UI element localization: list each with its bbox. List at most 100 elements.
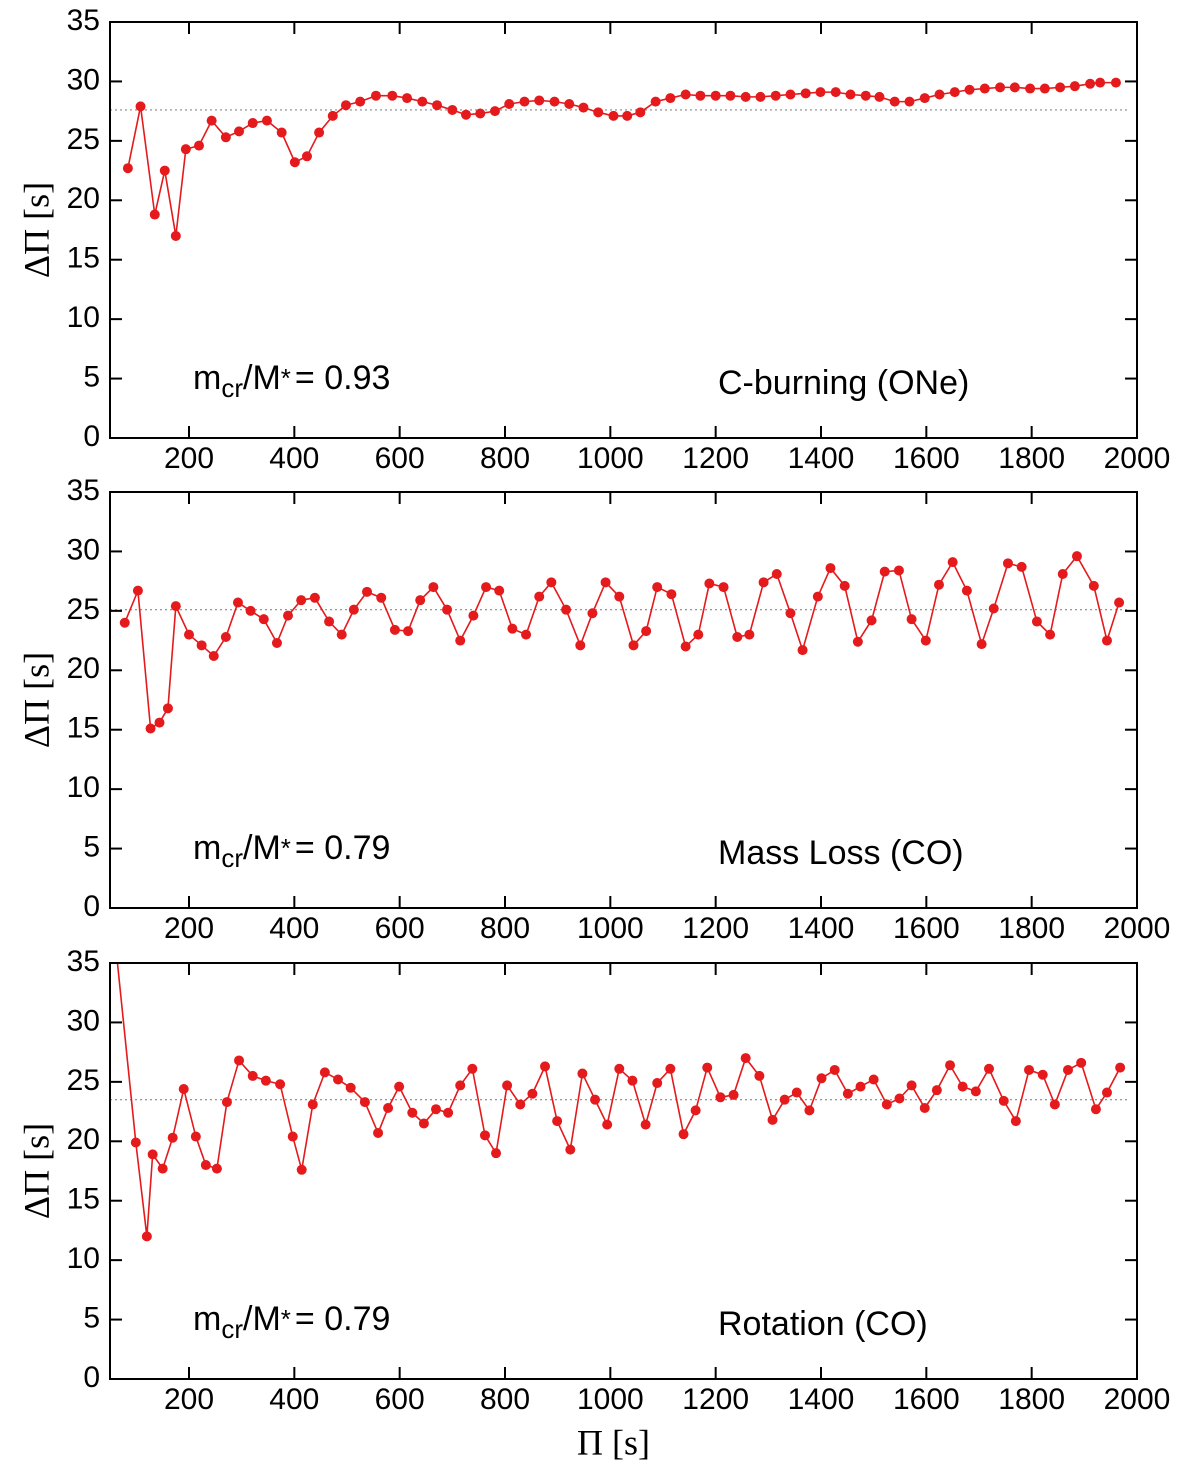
data-point <box>830 87 841 98</box>
data-point <box>327 110 338 121</box>
data-point <box>373 1127 384 1138</box>
annotation-part: cr <box>221 843 243 873</box>
data-point <box>812 591 823 602</box>
y-tick-label: 35 <box>67 4 100 37</box>
data-point <box>1016 561 1027 572</box>
data-point <box>519 96 530 107</box>
data-point <box>995 82 1006 93</box>
data-point <box>296 1164 307 1175</box>
data-point <box>666 589 677 600</box>
mass-ratio-annotation: mcr/M* = 0.79 <box>193 829 390 873</box>
x-tick-label: 200 <box>164 912 214 945</box>
data-point <box>141 1231 152 1242</box>
data-point <box>695 90 706 101</box>
data-point <box>180 144 191 155</box>
data-point <box>979 83 990 94</box>
plot-frame <box>109 962 1138 1380</box>
data-point <box>261 115 272 126</box>
data-point <box>718 582 729 593</box>
data-point <box>744 629 755 640</box>
annotation-part: /M <box>243 1300 281 1338</box>
data-point <box>600 577 611 588</box>
data-point <box>208 651 219 662</box>
data-point <box>200 1160 211 1171</box>
data-point <box>1101 635 1112 646</box>
data-point <box>234 126 245 137</box>
data-point <box>494 585 505 596</box>
data-point <box>1057 569 1068 580</box>
x-tick-label: 1000 <box>577 912 644 945</box>
data-point <box>779 1094 790 1105</box>
data-point <box>704 578 715 589</box>
x-tick-label: 600 <box>375 1383 425 1416</box>
data-point <box>715 1092 726 1103</box>
data-point <box>376 592 387 603</box>
data-point <box>271 637 282 648</box>
x-tick-label: 2000 <box>1104 912 1171 945</box>
annotation-part: * <box>281 833 291 863</box>
data-point <box>206 115 217 126</box>
x-tick-label: 1400 <box>788 442 855 475</box>
data-point <box>502 1080 513 1091</box>
x-tick-label: 400 <box>269 1383 319 1416</box>
data-point <box>275 1079 286 1090</box>
data-point <box>754 1070 765 1081</box>
data-point <box>614 591 625 602</box>
data-point <box>839 580 850 591</box>
data-point <box>771 569 782 580</box>
data-point <box>680 89 691 100</box>
y-axis-label: ΔΠ [s] <box>16 1123 56 1219</box>
data-point <box>467 1063 478 1074</box>
annotation-part: = 0.79 <box>295 1300 390 1338</box>
data-point <box>964 84 975 95</box>
data-point <box>162 703 173 714</box>
data-point <box>933 579 944 590</box>
data-point <box>402 93 413 104</box>
annotation-part: /M <box>243 829 281 867</box>
data-line <box>127 81 1116 237</box>
data-point <box>575 640 586 651</box>
y-tick-label: 10 <box>67 771 100 804</box>
data-point <box>383 1103 394 1114</box>
data-point <box>894 1093 905 1104</box>
data-point <box>984 1063 995 1074</box>
data-point <box>906 1080 917 1091</box>
data-point <box>842 1088 853 1099</box>
y-tick-label: 35 <box>67 474 100 507</box>
data-point <box>135 101 146 112</box>
y-axis-label: ΔΠ [s] <box>16 652 56 748</box>
x-tick-label: 800 <box>480 442 530 475</box>
x-tick-label: 1200 <box>682 442 749 475</box>
data-point <box>893 565 904 576</box>
data-point <box>627 1075 638 1086</box>
data-point <box>919 93 930 104</box>
y-tick-label: 15 <box>67 712 100 745</box>
annotation-part: cr <box>221 1314 243 1344</box>
data-point <box>931 1085 942 1096</box>
y-tick-label: 25 <box>67 1064 100 1097</box>
plot-area <box>110 77 1127 241</box>
data-point <box>283 610 294 621</box>
x-tick-label: 2000 <box>1104 1383 1171 1416</box>
data-point <box>825 563 836 574</box>
data-point <box>340 100 351 111</box>
data-point <box>561 604 572 615</box>
y-tick-label: 5 <box>83 360 100 393</box>
data-point <box>184 629 194 640</box>
plot-area <box>110 963 1127 1242</box>
mass-ratio-annotation: mcr/M* = 0.79 <box>193 1300 390 1344</box>
data-point <box>324 616 335 627</box>
data-point <box>336 629 347 640</box>
x-tick-label: 400 <box>269 912 319 945</box>
y-tick-label: 0 <box>83 1361 100 1394</box>
y-tick-label: 0 <box>83 890 100 923</box>
data-point <box>740 91 751 102</box>
data-point <box>680 641 691 652</box>
data-point <box>961 585 972 596</box>
data-point <box>628 640 639 651</box>
y-axis-label: ΔΠ [s] <box>16 182 56 278</box>
data-point <box>587 608 598 619</box>
data-point <box>728 1089 739 1100</box>
data-point <box>770 90 781 101</box>
y-tick-label: 10 <box>67 1242 100 1275</box>
